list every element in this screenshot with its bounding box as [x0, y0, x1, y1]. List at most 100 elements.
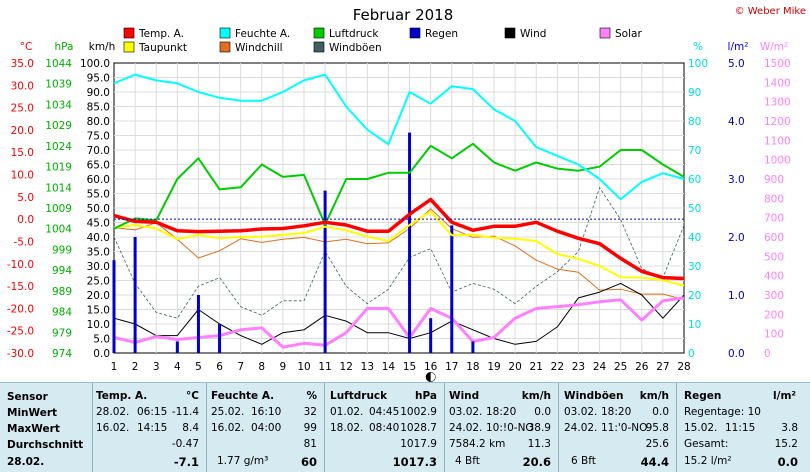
- wind-avg-value: 11.3: [527, 438, 551, 450]
- humidity-max-value: 99: [303, 422, 317, 434]
- right-axis-tick-label: 0: [764, 348, 771, 360]
- right-axis-tick-label: 1300: [764, 97, 791, 109]
- wind-unit: km/h: [521, 390, 551, 402]
- avg-label: Durchschnitt: [7, 439, 84, 451]
- copyright-label: © Weber Mike: [735, 6, 806, 17]
- left-axis-tick-label: -15.0: [7, 281, 34, 293]
- right-axis-tick-label: 40: [688, 232, 701, 244]
- humidity-min-time: 16:10: [251, 406, 282, 418]
- legend-swatch: [219, 27, 231, 39]
- x-axis-tick-label: 21: [530, 361, 543, 373]
- right-axis-tick-label: 50: [688, 203, 701, 215]
- x-axis-tick-label: 18: [466, 361, 479, 373]
- gust-max-value: 95.8: [645, 422, 669, 434]
- summary-temp-col: Temp. A. °C 28.02. 06:15 -11.4 16.02. 14…: [93, 383, 205, 472]
- left-axis-tick-label: 984: [52, 307, 72, 319]
- temp-min-date: 28.02.: [96, 406, 130, 418]
- temp-current-value: -7.1: [173, 455, 199, 469]
- x-axis-tick-label: 19: [487, 361, 500, 373]
- right-axis-tick-label: 1500: [764, 58, 791, 70]
- rain-total-value: 15.2: [774, 438, 798, 450]
- legend-swatch: [599, 27, 611, 39]
- x-axis-tick-label: 20: [508, 361, 521, 373]
- right-axis-unit-label: l/m²: [728, 41, 749, 53]
- temp-avg-value: -0.47: [171, 438, 199, 450]
- rain-max-time: 11:15: [725, 422, 756, 434]
- left-axis-tick-label: 55.0: [87, 189, 110, 201]
- right-axis-tick-label: 1.0: [728, 290, 745, 302]
- left-axis-tick-label: 1024: [45, 141, 72, 153]
- humidity-unit: %: [306, 390, 317, 402]
- pressure-max-date: 18.02.: [330, 422, 364, 434]
- rain-bar: [450, 225, 454, 353]
- x-axis-tick-label: 7: [237, 361, 244, 373]
- left-axis-unit-label: km/h: [89, 41, 116, 53]
- humidity-current-value: 60: [300, 455, 317, 469]
- moon-phase-marker-half: [430, 372, 436, 382]
- temp-max-date: 16.02.: [96, 422, 130, 434]
- summary-sensor-col: Sensor MinWert MaxWert Durchschnitt 28.0…: [0, 383, 92, 472]
- left-axis-tick-label: 40.0: [87, 232, 110, 244]
- gust-max-time: 11:'0-NO: [601, 422, 648, 434]
- right-axis-tick-label: 300: [764, 290, 784, 302]
- chart-series: [112, 73, 685, 353]
- summary-gust-col: Windböen km/h 03.02. 18:20 0.0 24.02. 11…: [559, 383, 675, 472]
- pressure-unit: hPa: [415, 390, 437, 402]
- right-axis-tick-label: 1200: [764, 116, 791, 128]
- left-axis-tick-label: 994: [52, 265, 72, 277]
- series-line-luftdruck: [113, 142, 685, 230]
- right-axis-tick-label: 3.0: [728, 174, 745, 186]
- axis-ticks: 35.0 30.0 25.0 20.0 15.0 10.0 5.0 0.0 -5.0 -10.0 -…: [7, 58, 791, 360]
- right-axis-tick-label: 600: [764, 232, 784, 244]
- left-axis-tick-label: 80.0: [87, 116, 110, 128]
- left-axis-tick-label: -30.0: [7, 348, 34, 360]
- gust-min-value: 0.0: [652, 406, 669, 418]
- left-axis-tick-label: -25.0: [7, 326, 34, 338]
- rain-max-date: 15.02.: [684, 422, 718, 434]
- right-axis-tick-label: 10: [688, 319, 701, 331]
- pressure-max-value: 1028.7: [400, 422, 437, 434]
- wind-min-value: 0.0: [534, 406, 551, 418]
- series-line-temp-a: [113, 197, 685, 281]
- series-line-solar: [113, 296, 685, 349]
- left-axis-tick-label: 1029: [45, 120, 72, 132]
- wind-max-value: 38.9: [527, 422, 551, 434]
- left-axis-tick-label: 25.0: [11, 103, 34, 115]
- legend-swatch: [219, 41, 231, 53]
- series-line-wind: [113, 282, 685, 345]
- x-axis-tick-label: 15: [403, 361, 416, 373]
- weather-chart: Februar 2018 © Weber Mike Temp. A. Feucht…: [7, 6, 806, 382]
- left-axis-unit-label: °C: [20, 41, 33, 53]
- left-axis-tick-label: 85.0: [87, 102, 110, 114]
- rain-bar: [323, 190, 327, 353]
- left-axis-tick-label: 15.0: [87, 305, 110, 317]
- x-axis-tick-label: 11: [318, 361, 331, 373]
- x-axis-tick-label: 2: [132, 361, 139, 373]
- axis-unit-labels: °C hPa km/h% l/m² W/m²: [20, 41, 788, 53]
- temp-min-time: 06:15: [137, 406, 168, 418]
- x-axis-tick-label: 5: [195, 361, 202, 373]
- left-axis-tick-label: 70.0: [87, 145, 110, 157]
- temp-header: Temp. A.: [96, 390, 148, 402]
- humidity-min-value: 32: [303, 406, 317, 418]
- left-axis-tick-label: -10.0: [7, 259, 34, 271]
- x-axis-tick-label: 9: [280, 361, 287, 373]
- series-line-taupunkt: [113, 210, 685, 287]
- right-axis-tick-label: 20: [688, 290, 701, 302]
- right-axis-tick-label: 800: [764, 193, 784, 205]
- left-axis-tick-label: 20.0: [11, 125, 34, 137]
- right-axis-tick-label: 1100: [764, 135, 791, 147]
- rain-bar: [408, 132, 412, 353]
- gust-min-time: 18:20: [601, 406, 632, 418]
- rain-bar: [429, 318, 433, 353]
- current-date-label: 28.02.: [7, 456, 45, 468]
- gust-current-value: 44.4: [640, 455, 669, 469]
- summary-pressure-col: Luftdruck hPa 01.02. 04:45 1002.9 18.02.…: [325, 383, 443, 472]
- summary-table: Sensor MinWert MaxWert Durchschnitt 28.0…: [0, 382, 810, 472]
- right-axis-tick-label: 70: [688, 145, 701, 157]
- rain-days: Regentage: 10: [684, 406, 761, 418]
- right-axis-tick-label: 60: [688, 174, 701, 186]
- x-axis-tick-label: 28: [677, 361, 690, 373]
- right-axis-tick-label: 100: [688, 58, 708, 70]
- gust-max-date: 24.02.: [564, 422, 598, 434]
